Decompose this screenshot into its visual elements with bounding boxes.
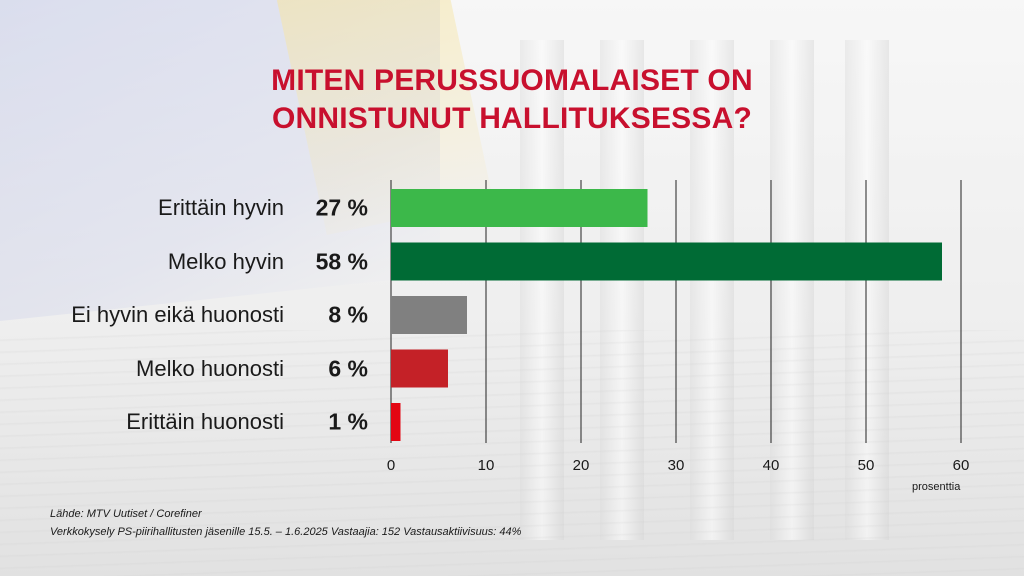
x-tick-label: 0	[387, 457, 395, 474]
category-label: Ei hyvin eikä huonosti	[71, 302, 284, 327]
background-steps	[0, 330, 1024, 576]
value-label: 58 %	[315, 248, 368, 274]
background-column	[770, 40, 814, 540]
value-label: 6 %	[328, 355, 368, 381]
x-tick-label: 60	[953, 457, 970, 474]
background-column	[690, 40, 734, 540]
value-label: 1 %	[328, 408, 368, 435]
survey-note: Verkkokysely PS-piirihallitusten jäsenil…	[50, 526, 522, 538]
background-column	[845, 40, 889, 540]
x-tick-label: 10	[478, 457, 495, 474]
bar	[391, 403, 401, 441]
x-tick-label: 50	[858, 457, 875, 474]
category-label: Erittäin huonosti	[126, 409, 284, 434]
bar	[391, 349, 448, 388]
bar	[391, 242, 942, 281]
bar	[391, 296, 467, 334]
category-label: Melko huonosti	[136, 355, 284, 381]
category-label: Melko hyvin	[167, 248, 284, 274]
x-tick-label: 40	[763, 457, 780, 474]
chart-title-line-1: MITEN PERUSSUOMALAISET ON	[271, 64, 753, 97]
value-label: 27 %	[315, 194, 368, 221]
x-axis-unit-label: prosenttia	[912, 481, 961, 493]
x-tick-label: 30	[668, 457, 685, 474]
background-column	[600, 40, 644, 540]
chart-title-line-2: ONNISTUNUT HALLITUKSESSA?	[272, 102, 752, 135]
category-label: Erittäin hyvin	[158, 195, 284, 220]
background-column	[520, 40, 564, 540]
x-tick-label: 20	[573, 457, 590, 474]
value-label: 8 %	[328, 301, 368, 328]
source-note: Lähde: MTV Uutiset / Corefiner	[50, 508, 202, 520]
bar	[391, 189, 648, 227]
